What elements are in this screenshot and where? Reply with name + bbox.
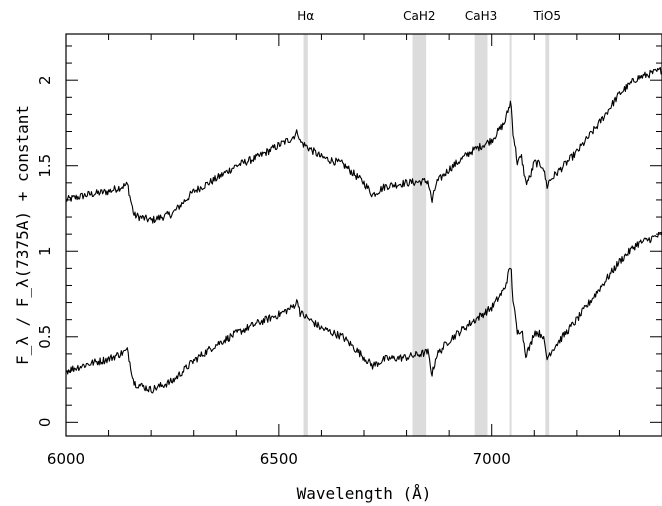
y-tick-label: 0.5 <box>36 325 54 349</box>
band-0 <box>303 34 308 436</box>
y-tick-label: 1.5 <box>36 154 54 178</box>
x-axis-label: Wavelength (Å) <box>297 484 432 503</box>
x-tick-label: 6500 <box>260 450 298 468</box>
y-tick-label: 2 <box>36 75 54 85</box>
plot-frame <box>65 33 662 437</box>
band-label-4: TiO5 <box>533 9 561 23</box>
spectra-lines <box>65 66 662 394</box>
band-label-1: CaH2 <box>403 9 435 23</box>
tick-labels: 6000 6500 7000 0 0.5 1 1.5 2 <box>36 75 511 468</box>
band-2 <box>474 34 488 436</box>
band-label-2: CaH3 <box>465 9 497 23</box>
x-tick-label: 6000 <box>47 450 85 468</box>
spectrum-series-0 <box>65 66 662 224</box>
spectral-bands <box>303 34 550 436</box>
y-tick-label: 0 <box>36 418 54 428</box>
band-3 <box>509 34 512 436</box>
y-tick-label: 1 <box>36 246 54 256</box>
band-label-0: Hα <box>297 9 314 23</box>
y-axis-label: F_λ / F_λ(7375A) + constant <box>13 105 32 365</box>
spectrum-series-1 <box>65 231 662 394</box>
band-1 <box>412 34 427 436</box>
band-labels: Hα CaH2 CaH3 TiO5 <box>297 9 561 23</box>
axis-ticks <box>65 34 662 436</box>
band-4 <box>545 34 550 436</box>
x-tick-label: 7000 <box>473 450 511 468</box>
